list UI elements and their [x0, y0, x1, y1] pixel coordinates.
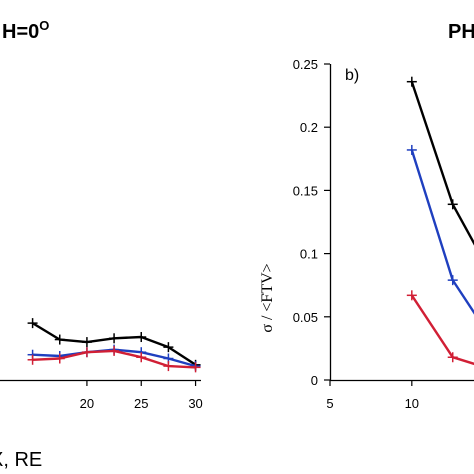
panel-a-x-tick-label: 20 [80, 396, 94, 411]
panel-b-series-2-point [406, 144, 417, 155]
panel-a-series-1-point [27, 318, 38, 329]
panel-b-title: PH [448, 21, 474, 43]
panel-b-label: b) [345, 67, 359, 84]
panel-b-y-tick-label: 0.1 [300, 247, 318, 262]
panel-b-series-2-line [410, 149, 474, 315]
panel-a-series-1-point [163, 342, 174, 353]
panel-a-x-tick-label: 30 [188, 396, 202, 411]
panel-b-x-tick-label: 5 [326, 396, 333, 411]
panel-b-y-tick-labels: 0 0.05 0.1 0.15 0.2 0.25 [293, 57, 330, 388]
panel-b-series-1-point [447, 199, 458, 210]
panel-a-series-3-point [136, 352, 147, 363]
panel-b-axes [329, 64, 474, 382]
panel-b-series-3-point [406, 290, 417, 301]
panel-b-y-tick-label: 0 [311, 373, 318, 388]
panel-b-series-3-point [447, 352, 458, 363]
panel-a-series-1-point [109, 333, 120, 344]
panel-a-series-1-point [81, 337, 92, 348]
panel-b-series [406, 76, 474, 366]
panel-a-title: H=0O [2, 18, 49, 43]
panel-a-series [27, 318, 201, 373]
panel-b-series-2-point [447, 275, 458, 286]
panel-a-x-tick-labels: 20 25 30 [80, 380, 203, 411]
panel-b-y-tick-label: 0.05 [293, 310, 318, 325]
panel-b-y-tick-label: 0.15 [293, 183, 318, 198]
panel-b-y-axis-label: σ / <FTV> [259, 263, 276, 332]
panel-b-y-tick-label: 0.2 [300, 120, 318, 135]
panel-b-x-tick-label: 10 [405, 396, 419, 411]
panel-a-series-3-point [109, 345, 120, 356]
panel-b-x-tick-labels: 5 10 [326, 380, 419, 411]
panel-a-series-3-point [81, 347, 92, 358]
panel-a-series-3-point [190, 362, 201, 373]
panel-a-series-1-point [54, 334, 65, 345]
panel-a-x-axis-label: X, RE [0, 449, 42, 471]
panel-b-series-1-point [406, 76, 417, 87]
panel-a-series-3-point [163, 361, 174, 372]
panel-a-series-1-point [136, 332, 147, 343]
panel-a-x-tick-label: 25 [134, 396, 148, 411]
panel-b-y-tick-label: 0.25 [293, 57, 318, 72]
panel-a-series-3-point [27, 354, 38, 365]
panel-a-series-3-point [54, 353, 65, 364]
panel-b-series-3-line [410, 294, 474, 366]
